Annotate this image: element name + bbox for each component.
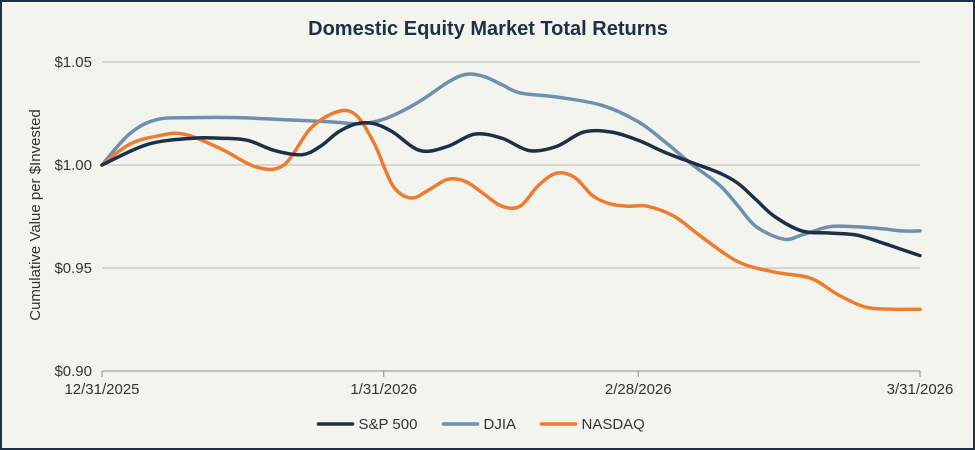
y-axis-label: Cumulative Value per $Invested: [27, 109, 44, 321]
y-tick-label: $1.00: [54, 157, 92, 174]
gridlines: [102, 61, 920, 372]
chart-title: Domestic Equity Market Total Returns: [308, 18, 668, 40]
x-tick-label: 12/31/2025: [64, 381, 139, 398]
series-line-djia: [100, 72, 922, 242]
x-tick-label: 3/31/2026: [887, 381, 954, 398]
x-tick-label: 1/31/2026: [350, 381, 417, 398]
y-tick-label: $1.05: [54, 54, 92, 71]
legend: S&P 500 DJIA NASDAQ: [316, 416, 645, 433]
legend-label-djia: DJIA: [484, 416, 517, 433]
legend-label-s-p-500: S&P 500: [359, 416, 418, 433]
x-tick-label: 2/28/2026: [605, 381, 672, 398]
legend-label-nasdaq: NASDAQ: [582, 416, 645, 433]
y-tick-label: $0.95: [54, 260, 92, 277]
y-tick-label: $0.90: [54, 363, 92, 380]
series-line-nasdaq: [100, 108, 922, 312]
series-line-s-p-500: [100, 121, 922, 258]
series-lines: [100, 72, 922, 312]
